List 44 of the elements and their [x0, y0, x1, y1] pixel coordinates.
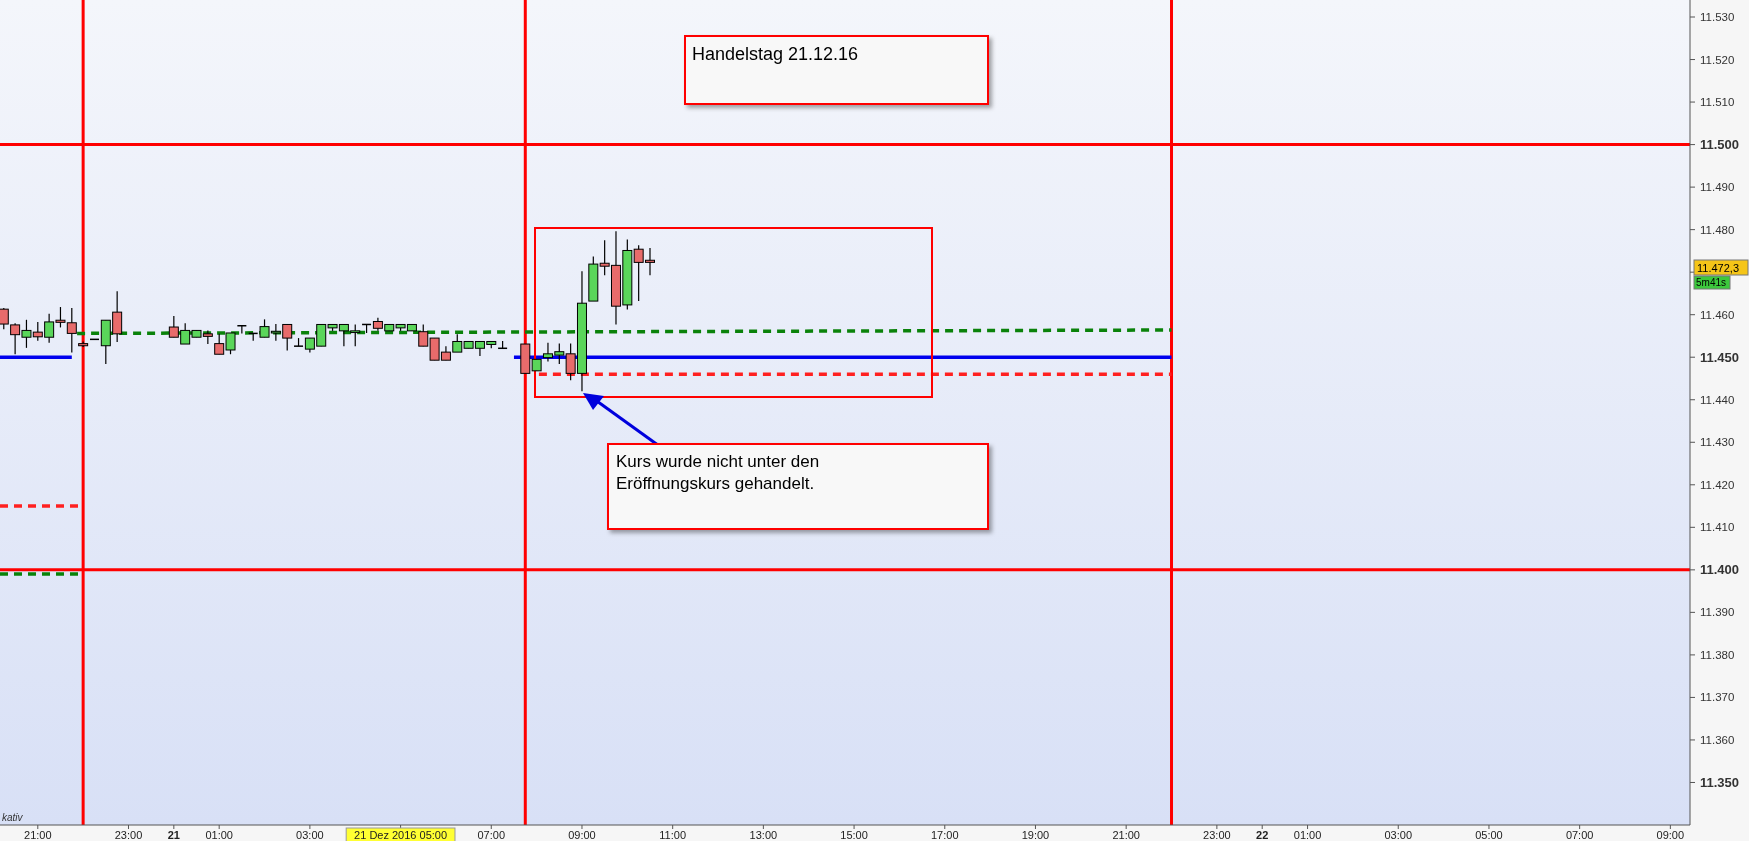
y-tick-label: 11.430 — [1700, 436, 1735, 449]
annotation: Handelstag 21.12.16 — [692, 44, 859, 64]
y-tick-label: 11.500 — [1700, 137, 1740, 153]
y-tick-label: 11.530 — [1700, 11, 1735, 24]
y-tick-label: 11.510 — [1700, 96, 1735, 109]
y-tick-label: 11.480 — [1700, 223, 1735, 236]
y-tick-label: 11.350 — [1700, 775, 1740, 791]
y-tick-label: 11.390 — [1700, 606, 1735, 619]
y-tick-label: 11.440 — [1700, 393, 1735, 406]
annotation: kativ — [2, 812, 24, 823]
x-tick-label: 23:00 — [1203, 829, 1231, 841]
x-tick-label: 23:00 — [114, 829, 143, 841]
y-tick-label: 11.410 — [1700, 521, 1735, 534]
y-tick-label: 11.360 — [1700, 733, 1735, 746]
x-tick-label: 07:00 — [477, 829, 506, 841]
x-tick-label: 17:00 — [931, 829, 959, 841]
y-tick-label: 11.420 — [1700, 478, 1735, 491]
y-tick-label: 11.380 — [1700, 648, 1735, 661]
x-tick-label: 13:00 — [749, 829, 778, 841]
x-tick-label: 09:00 — [568, 829, 596, 841]
y-tick-label: 11.400 — [1700, 562, 1740, 578]
x-tick-label: 15:00 — [840, 829, 868, 841]
x-tick-label: 11:00 — [659, 829, 687, 841]
x-tick-label: 19:00 — [1021, 829, 1050, 841]
x-tick-label: 21 Dez 2016 05:00 — [354, 829, 448, 841]
x-tick-label: 21 — [167, 829, 180, 841]
x-tick-label: 22 — [1256, 829, 1269, 841]
x-tick-label: 07:00 — [1565, 829, 1594, 841]
x-tick-label: 03:00 — [296, 829, 324, 841]
y-tick-label: 11.370 — [1700, 691, 1735, 704]
x-tick-label: 03:00 — [1384, 829, 1413, 841]
y-tick-label: 11.450 — [1700, 349, 1740, 365]
y-tick-label: 11.520 — [1700, 53, 1735, 66]
y-tick-label: 11.490 — [1700, 181, 1735, 194]
y-tick-label: 11.460 — [1700, 308, 1735, 321]
x-tick-label: 21:00 — [1112, 829, 1140, 841]
annotation: Kurs wurde nicht unter den Eröffnungskurs gehandelt. — [616, 452, 820, 493]
text: 11.472,3 — [1697, 262, 1740, 274]
x-tick-label: 09:00 — [1656, 829, 1685, 841]
x-tick-label: 21:00 — [24, 829, 52, 841]
x-tick-label: 01:00 — [1293, 829, 1322, 841]
text: 5m41s — [1696, 277, 1727, 288]
x-tick-label: 01:00 — [205, 829, 233, 841]
x-tick-label: 05:00 — [1475, 829, 1503, 841]
